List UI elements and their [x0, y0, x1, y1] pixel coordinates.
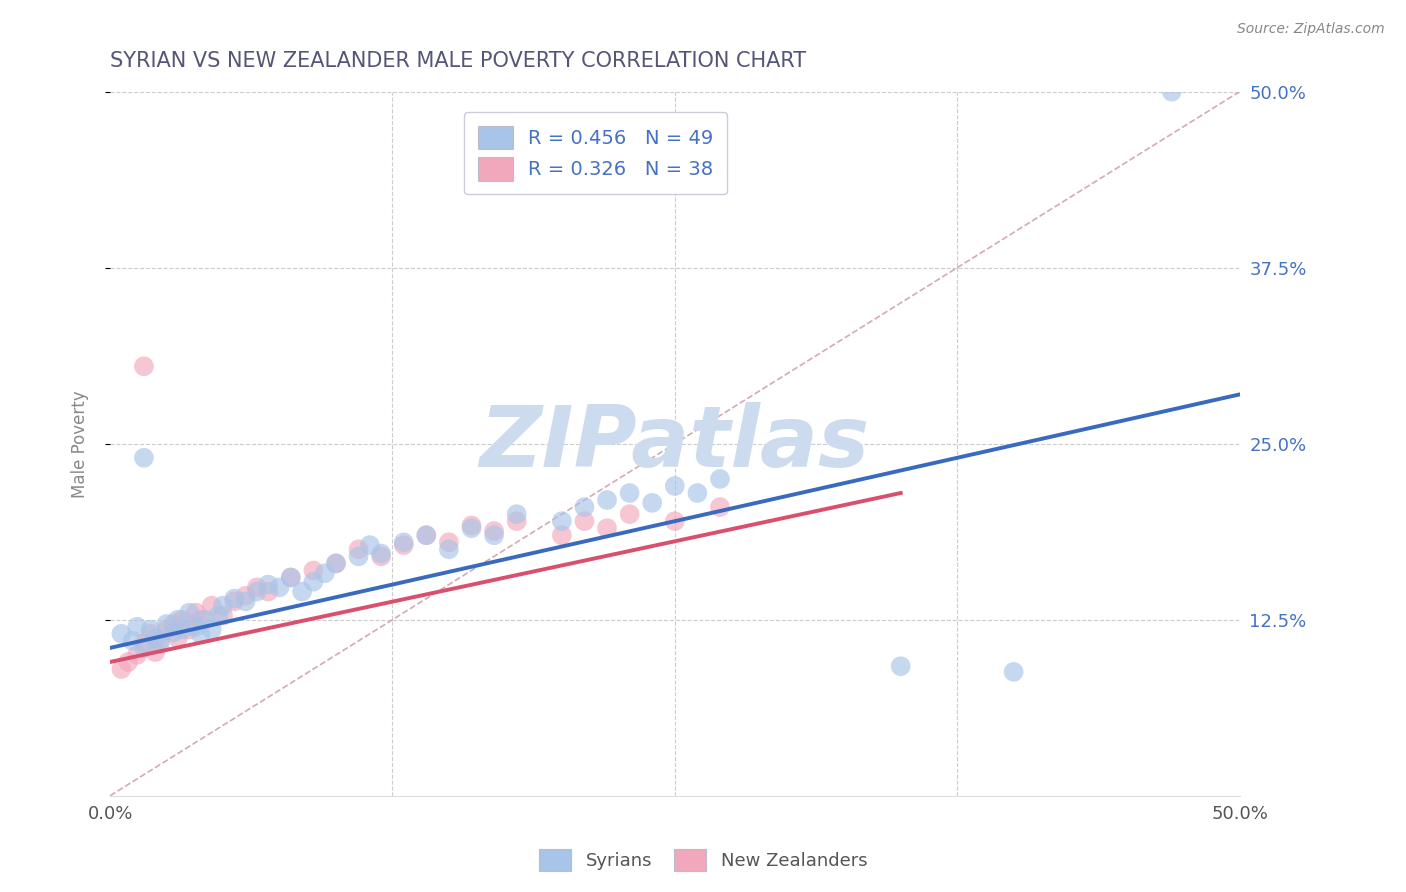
- Point: [596, 521, 619, 535]
- Point: [347, 542, 370, 557]
- Point: [127, 620, 149, 634]
- Point: [224, 591, 246, 606]
- Point: [574, 514, 596, 528]
- Point: [1002, 665, 1025, 679]
- Point: [505, 514, 527, 528]
- Point: [370, 549, 392, 564]
- Point: [596, 493, 619, 508]
- Point: [370, 547, 392, 561]
- Point: [686, 486, 709, 500]
- Point: [325, 557, 347, 571]
- Point: [155, 617, 177, 632]
- Point: [1160, 85, 1182, 99]
- Point: [482, 528, 505, 542]
- Point: [347, 549, 370, 564]
- Point: [179, 623, 201, 637]
- Point: [235, 589, 257, 603]
- Point: [155, 623, 177, 637]
- Point: [246, 584, 269, 599]
- Text: ZIPatlas: ZIPatlas: [479, 402, 870, 485]
- Point: [551, 528, 574, 542]
- Point: [482, 524, 505, 538]
- Point: [246, 580, 269, 594]
- Point: [460, 518, 482, 533]
- Point: [280, 570, 302, 584]
- Point: [212, 599, 235, 613]
- Point: [201, 599, 224, 613]
- Point: [149, 637, 172, 651]
- Point: [664, 479, 686, 493]
- Point: [437, 535, 460, 549]
- Point: [302, 564, 325, 578]
- Point: [110, 662, 132, 676]
- Point: [235, 594, 257, 608]
- Point: [162, 625, 184, 640]
- Point: [460, 521, 482, 535]
- Point: [415, 528, 437, 542]
- Point: [139, 627, 162, 641]
- Point: [257, 577, 280, 591]
- Point: [132, 640, 155, 655]
- Point: [551, 514, 574, 528]
- Point: [190, 613, 212, 627]
- Point: [172, 613, 194, 627]
- Point: [314, 566, 336, 581]
- Point: [132, 637, 155, 651]
- Point: [437, 542, 460, 557]
- Point: [619, 486, 641, 500]
- Legend: Syrians, New Zealanders: Syrians, New Zealanders: [531, 842, 875, 879]
- Point: [257, 584, 280, 599]
- Point: [110, 627, 132, 641]
- Point: [392, 538, 415, 552]
- Point: [166, 613, 188, 627]
- Point: [149, 633, 172, 648]
- Point: [664, 514, 686, 528]
- Point: [190, 627, 212, 641]
- Point: [184, 620, 207, 634]
- Point: [325, 557, 347, 571]
- Text: SYRIAN VS NEW ZEALANDER MALE POVERTY CORRELATION CHART: SYRIAN VS NEW ZEALANDER MALE POVERTY COR…: [110, 51, 806, 70]
- Point: [132, 359, 155, 374]
- Point: [162, 617, 184, 632]
- Point: [224, 594, 246, 608]
- Point: [291, 584, 314, 599]
- Point: [201, 623, 224, 637]
- Y-axis label: Male Poverty: Male Poverty: [72, 390, 89, 498]
- Text: Source: ZipAtlas.com: Source: ZipAtlas.com: [1237, 22, 1385, 37]
- Point: [194, 613, 217, 627]
- Point: [890, 659, 912, 673]
- Point: [619, 507, 641, 521]
- Point: [574, 500, 596, 514]
- Point: [280, 570, 302, 584]
- Point: [709, 500, 731, 514]
- Point: [132, 450, 155, 465]
- Point: [207, 608, 229, 623]
- Point: [117, 655, 139, 669]
- Point: [359, 538, 381, 552]
- Point: [166, 631, 188, 645]
- Point: [212, 608, 235, 623]
- Point: [143, 645, 166, 659]
- Point: [143, 631, 166, 645]
- Legend: R = 0.456   N = 49, R = 0.326   N = 38: R = 0.456 N = 49, R = 0.326 N = 38: [464, 112, 727, 194]
- Point: [269, 580, 291, 594]
- Point: [641, 496, 664, 510]
- Point: [139, 623, 162, 637]
- Point: [179, 606, 201, 620]
- Point: [415, 528, 437, 542]
- Point: [302, 574, 325, 589]
- Point: [121, 633, 143, 648]
- Point: [709, 472, 731, 486]
- Point: [505, 507, 527, 521]
- Point: [172, 623, 194, 637]
- Point: [127, 648, 149, 662]
- Point: [184, 606, 207, 620]
- Point: [392, 535, 415, 549]
